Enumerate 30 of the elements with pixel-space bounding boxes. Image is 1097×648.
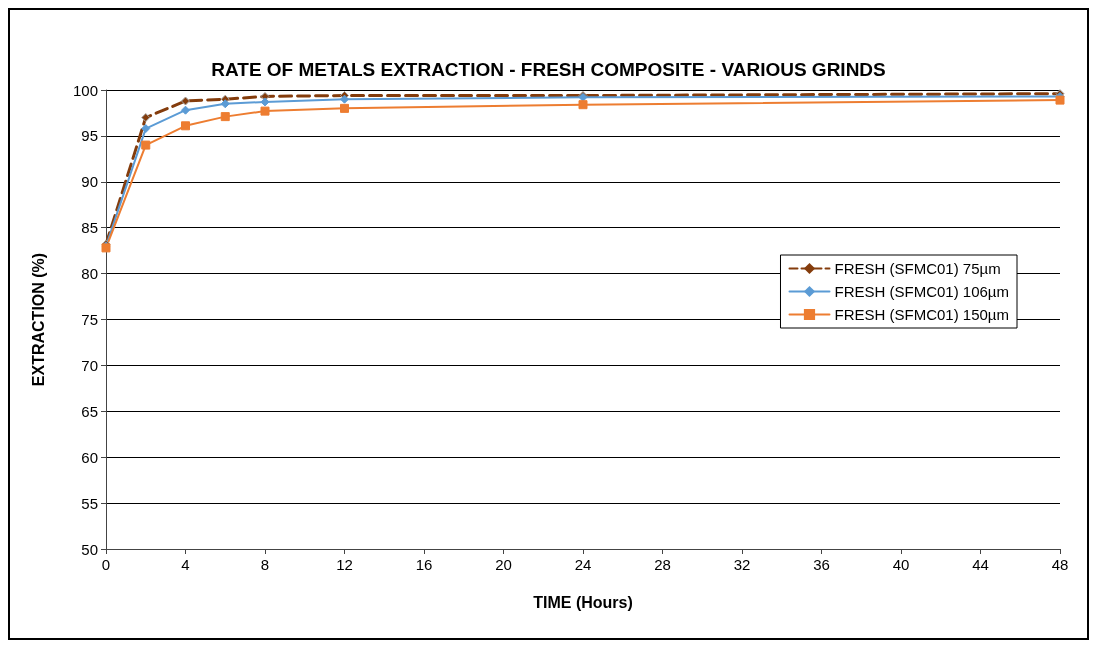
y-tick-label: 80 bbox=[81, 265, 98, 283]
x-tick-label: 16 bbox=[415, 556, 433, 573]
x-axis-title: TIME (Hours) bbox=[533, 593, 633, 611]
x-tick-label: 40 bbox=[892, 556, 910, 573]
y-axis-title: EXTRACTION (%) bbox=[29, 252, 47, 387]
x-tick-label: 44 bbox=[972, 556, 989, 573]
x-tick-label: 12 bbox=[336, 556, 353, 573]
y-tick-label: 50 bbox=[81, 540, 98, 558]
y-tick-label: 75 bbox=[81, 311, 98, 328]
x-tick-label: 20 bbox=[495, 556, 512, 573]
x-tick-label: 28 bbox=[654, 556, 671, 573]
y-tick-label: 95 bbox=[81, 127, 98, 145]
x-tick-label: 36 bbox=[813, 556, 830, 573]
y-tick-label: 100 bbox=[72, 81, 98, 99]
x-tick-label: 24 bbox=[574, 556, 592, 573]
y-tick-label: 85 bbox=[81, 219, 98, 237]
y-tick-label: 65 bbox=[81, 402, 98, 420]
y-tick-label: 60 bbox=[81, 448, 98, 466]
chart-title: RATE OF METALS EXTRACTION - FRESH COMPOSITE - VARIOUS GRINDS bbox=[211, 59, 886, 80]
x-tick-label: 4 bbox=[181, 556, 190, 573]
legend-label: FRESH (SFMC01) 75µm bbox=[834, 260, 1001, 277]
legend-label: FRESH (SFMC01) 150µm bbox=[834, 306, 1010, 323]
x-tick-label: 8 bbox=[260, 556, 270, 573]
x-tick-label: 0 bbox=[101, 556, 111, 573]
legend-label: FRESH (SFMC01) 106µm bbox=[834, 283, 1010, 300]
x-tick-label: 48 bbox=[1051, 556, 1069, 573]
y-tick-label: 70 bbox=[81, 356, 98, 374]
y-tick-label: 55 bbox=[81, 494, 98, 512]
x-tick-label: 32 bbox=[733, 556, 751, 573]
y-tick-label: 90 bbox=[81, 173, 98, 191]
